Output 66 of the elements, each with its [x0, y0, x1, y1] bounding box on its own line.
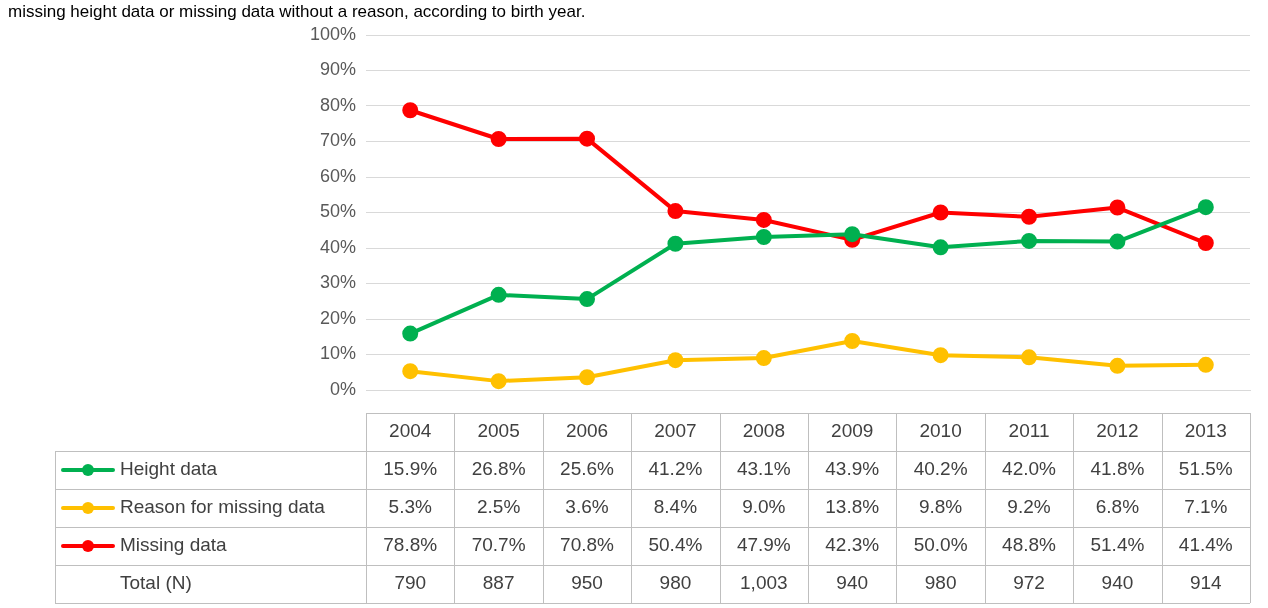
text: 980: [924, 572, 957, 594]
data-label: 26.8%: [471, 458, 526, 480]
data-label: 43.9%: [825, 458, 880, 480]
data-label: 7.1%: [1184, 496, 1228, 518]
data-label: 41.4%: [1178, 534, 1233, 556]
text: Total (N): [120, 572, 192, 594]
x-tick-label: 2005: [477, 420, 520, 442]
text: 950: [571, 572, 603, 594]
legend-label: Height data: [120, 458, 218, 480]
data-label: 41.8%: [1090, 458, 1145, 480]
data-label: 13.8%: [825, 496, 880, 518]
text: 790: [394, 572, 427, 594]
data-label: 51.4%: [1090, 534, 1145, 556]
data-label: 50.4%: [648, 534, 703, 556]
data-label: 43.1%: [736, 458, 791, 480]
data-label: 47.9%: [736, 534, 791, 556]
chart-title: missing height data or missing data without a reason, according to birth year.: [8, 2, 586, 22]
data-label: 6.8%: [1095, 496, 1140, 518]
x-tick-label: 2011: [1008, 420, 1050, 442]
data-label: 3.6%: [565, 496, 609, 518]
data-label: 78.8%: [383, 534, 438, 556]
x-tick-label: 2007: [654, 420, 697, 442]
x-tick-label: 2009: [831, 420, 874, 442]
x-tick-label: 2010: [919, 420, 962, 442]
data-label: 42.0%: [1002, 458, 1057, 480]
data-label: 9.8%: [918, 496, 963, 518]
text: 887: [482, 572, 515, 594]
data-label: 70.8%: [560, 534, 615, 556]
text: 980: [659, 572, 692, 594]
data-label: 41.2%: [648, 458, 703, 480]
y-tick-label: 60%: [320, 165, 357, 186]
legend-label: Missing data: [120, 534, 228, 556]
data-label: 48.8%: [1002, 534, 1057, 556]
data-label: 15.9%: [383, 458, 438, 480]
legend-label: Reason for missing data: [120, 496, 326, 518]
x-tick-label: 2012: [1096, 420, 1139, 442]
x-tick-label: 2008: [742, 420, 785, 442]
text: 914: [1189, 572, 1223, 594]
data-label: 5.3%: [388, 496, 432, 518]
y-tick-label: 70%: [320, 130, 357, 151]
text: 972: [1013, 572, 1045, 594]
data-label: 2.5%: [476, 496, 521, 518]
x-tick-label: 2006: [565, 420, 609, 442]
y-tick-label: 40%: [320, 236, 357, 257]
data-label: 8.4%: [653, 496, 698, 518]
y-tick-label: 0%: [330, 378, 357, 399]
y-tick-label: 30%: [320, 272, 357, 293]
data-label: 9.0%: [742, 496, 786, 518]
y-tick-label: 20%: [320, 307, 357, 328]
data-label: 42.3%: [825, 534, 880, 556]
data-label: 50.0%: [913, 534, 968, 556]
data-label: 40.2%: [913, 458, 968, 480]
data-label: 51.5%: [1178, 458, 1233, 480]
y-tick-label: 100%: [309, 23, 357, 44]
x-tick-label: 2013: [1184, 420, 1227, 442]
y-tick-label: 90%: [320, 59, 357, 80]
data-label: 70.7%: [471, 534, 526, 556]
text: 1,003: [740, 572, 788, 594]
y-tick-label: 80%: [320, 94, 357, 115]
data-label: 9.2%: [1007, 496, 1051, 518]
y-tick-label: 10%: [320, 343, 357, 364]
text: 940: [1101, 572, 1134, 594]
y-tick-label: 50%: [320, 201, 357, 222]
text: 940: [836, 572, 869, 594]
data-label: 25.6%: [560, 458, 615, 480]
x-tick-label: 2004: [389, 420, 432, 442]
